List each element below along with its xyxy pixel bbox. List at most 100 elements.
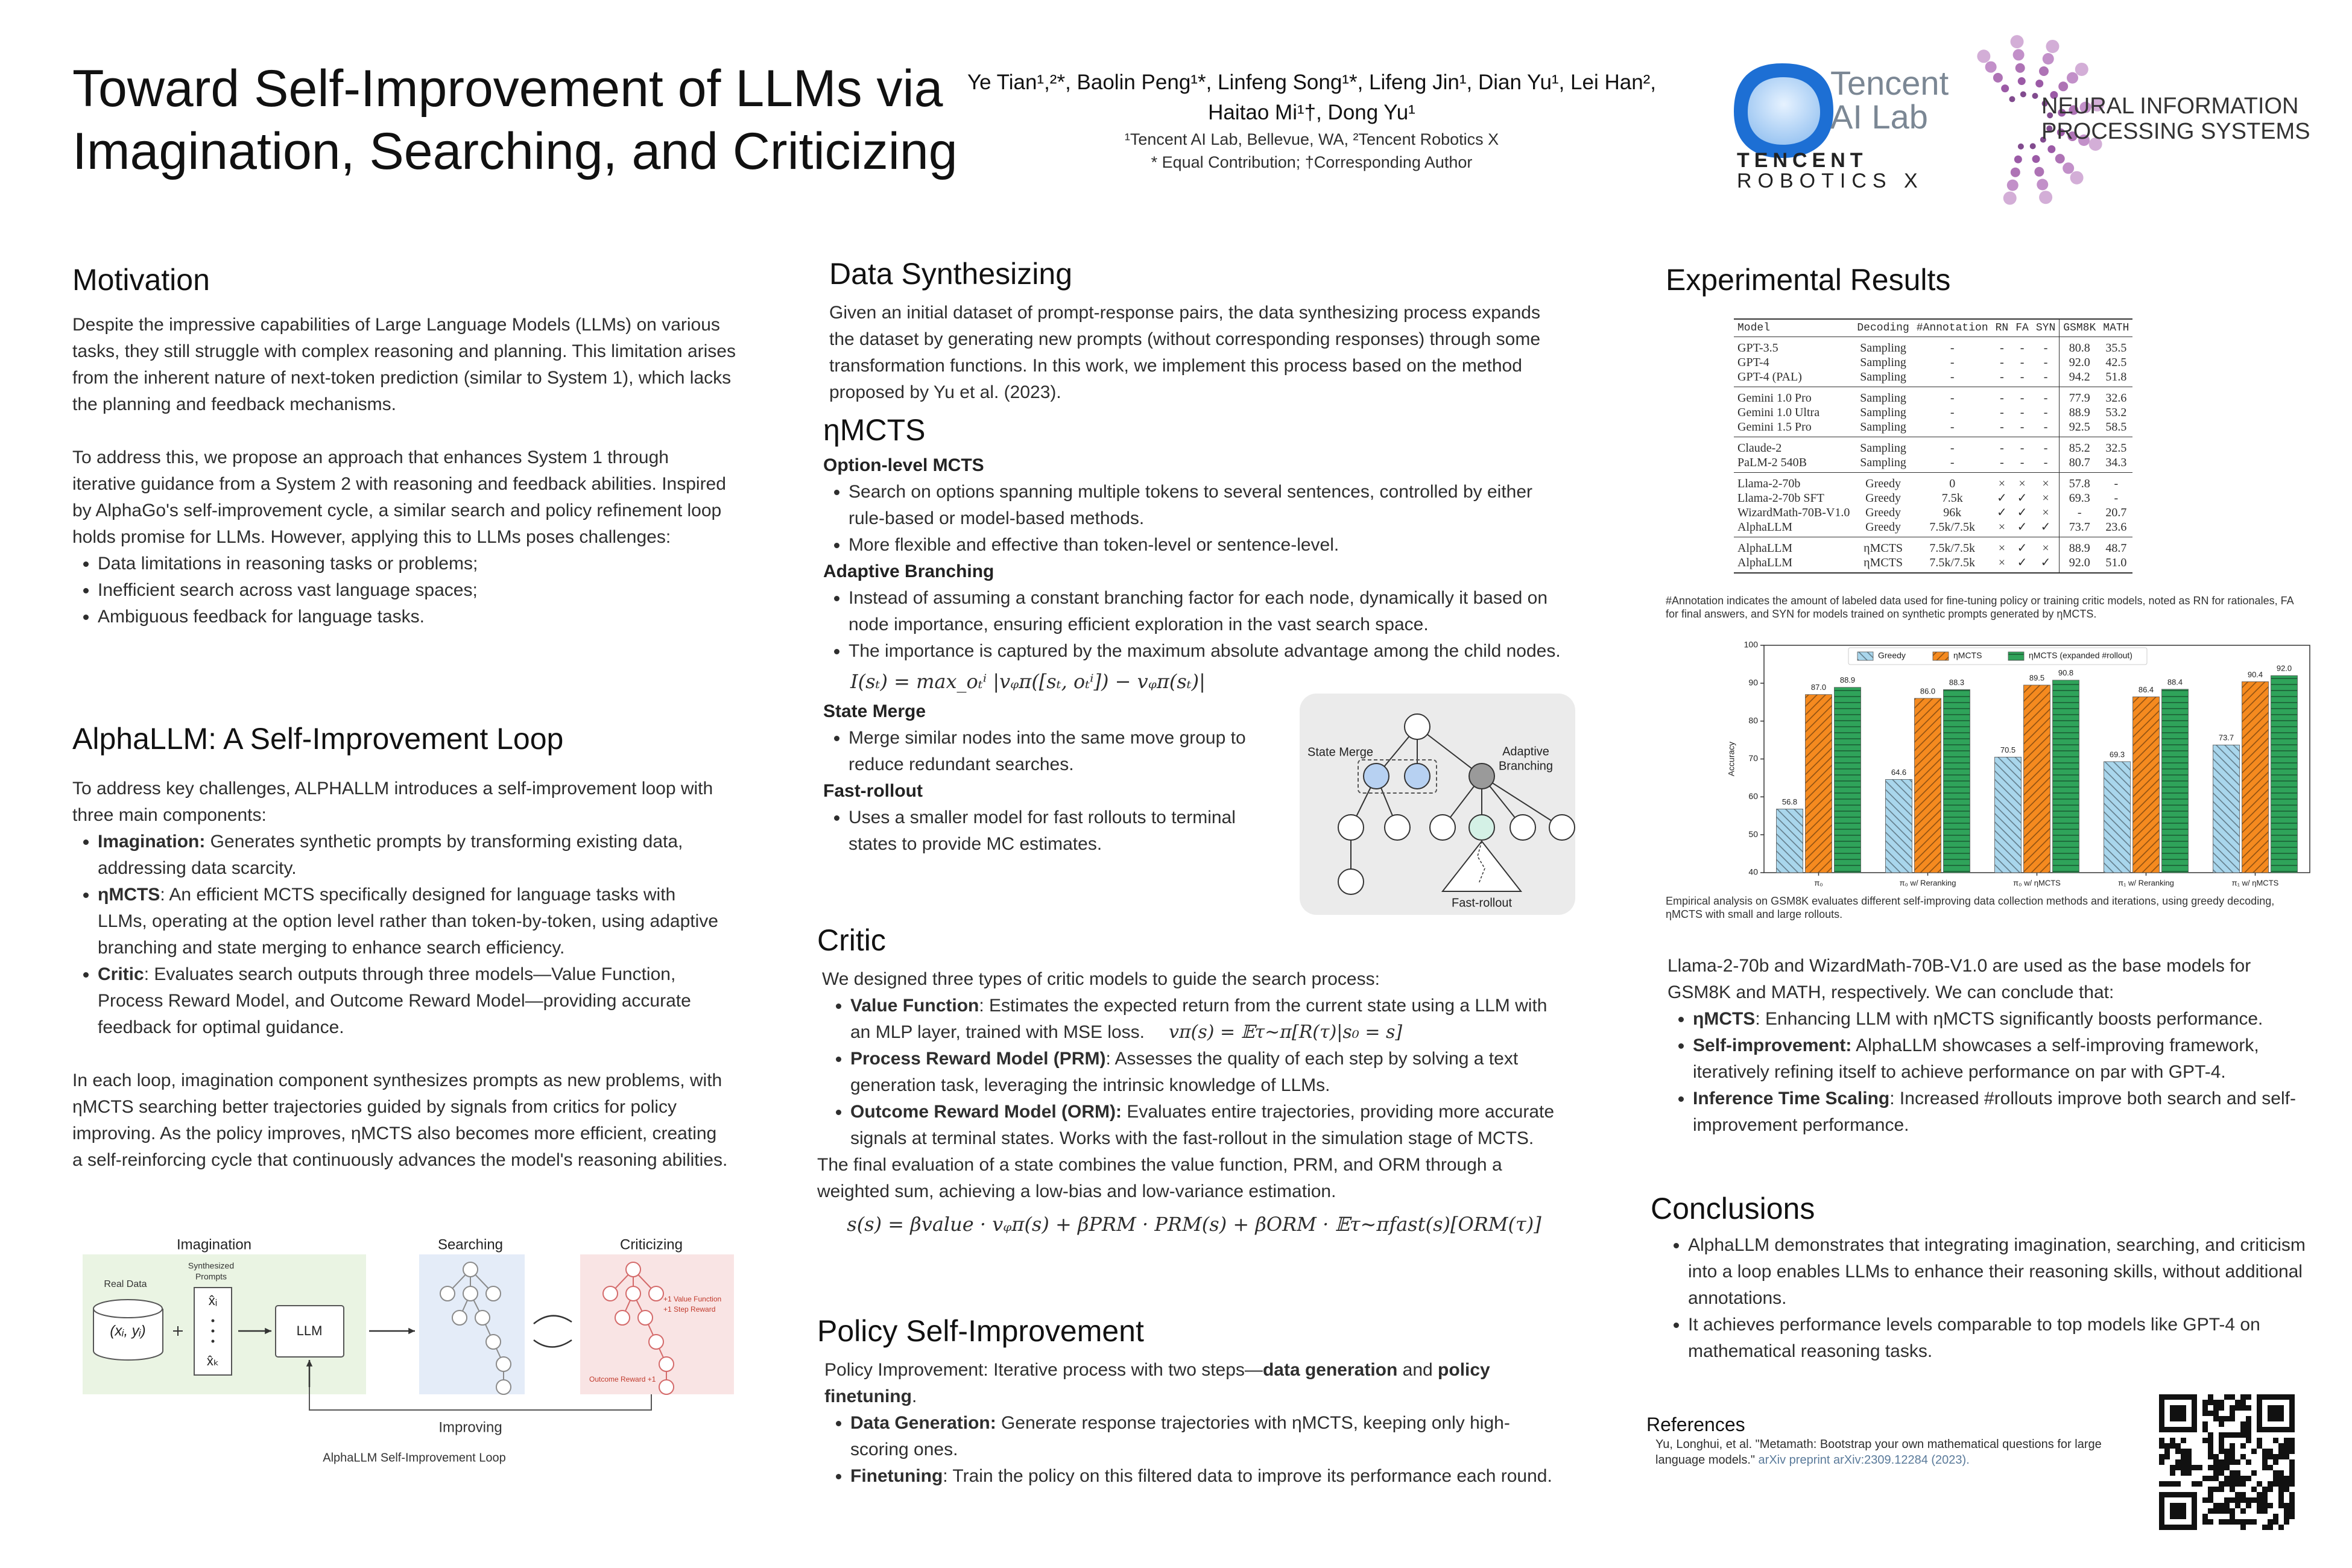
logo-dot (2029, 143, 2036, 150)
qr-cell (2224, 1432, 2230, 1438)
qr-cell (2202, 1405, 2208, 1411)
reference-text: Yu, Longhui, et al. "Metamath: Bootstrap… (1655, 1438, 2102, 1467)
qr-cell (2224, 1454, 2230, 1459)
label: Adaptive (1502, 745, 1549, 758)
value-label: 64.6 (1891, 768, 1906, 777)
table-cell: Llama-2-70b SFT (1737, 492, 1824, 505)
table-cell: 58.5 (2105, 420, 2127, 434)
qr-cell (2208, 1432, 2213, 1438)
table-cell: - (1950, 406, 1955, 419)
label: x̂ᵢ (209, 1293, 217, 1308)
table-cell: - (2020, 356, 2025, 369)
logo-dot (2046, 125, 2053, 132)
tree-node (615, 1310, 630, 1326)
qr-cell (2219, 1449, 2224, 1454)
bullet-list: Search on options spanning multiple toke… (823, 479, 1571, 558)
qr-cell (2175, 1459, 2181, 1465)
bullet: Instead of assuming a constant branching… (849, 585, 1571, 638)
qr-cell (2273, 1454, 2278, 1459)
qr-finder (2170, 1503, 2186, 1519)
qr-cell (2235, 1400, 2240, 1405)
qr-cell (2251, 1470, 2257, 1476)
qr-cell (2257, 1503, 2262, 1508)
qr-cell (2278, 1503, 2284, 1508)
subheading: Option-level MCTS (823, 455, 984, 475)
bullet: Critic: Evaluates search outputs through… (98, 961, 730, 1041)
table-cell: × (2042, 506, 2049, 519)
bullet-term: Value Function (850, 996, 979, 1016)
tree-node (1363, 763, 1389, 789)
logo-dot (1985, 61, 1997, 73)
qr-finder (2268, 1405, 2284, 1421)
qr-cell (2262, 1454, 2268, 1459)
qr-cell (2289, 1481, 2295, 1487)
qr-cell (2235, 1470, 2240, 1476)
qr-cell (2289, 1459, 2295, 1465)
table-cell: Greedy (1865, 506, 1902, 519)
value-label: 73.7 (2219, 733, 2234, 742)
table-cell: AlphaLLM (1737, 520, 1793, 534)
table-cell: Claude-2 (1734, 437, 1854, 455)
legend-swatch (1857, 651, 1874, 661)
qr-cell (2268, 1525, 2273, 1530)
table-cell: ✓ (1997, 492, 2007, 505)
qr-cell (2159, 1481, 2164, 1487)
qr-cell (2208, 1449, 2213, 1454)
qr-cell (2224, 1503, 2230, 1508)
table-cell: Greedy (1865, 492, 1902, 505)
qr-cell (2202, 1519, 2208, 1525)
bar (2242, 681, 2269, 873)
table-caption: #Annotation indicates the amount of labe… (1666, 595, 2294, 620)
qr-cell (2240, 1454, 2246, 1459)
table-row: Gemini 1.0 Ultra Sampling - - - -88.9 53.2 (1734, 405, 2132, 420)
bullet-text: : Train the policy on this filtered data… (943, 1466, 1552, 1486)
qr-cell (2246, 1497, 2251, 1503)
bullet: Data limitations in reasoning tasks or p… (98, 551, 736, 577)
column-header: MATH (2099, 318, 2133, 337)
bullet-term: Outcome Reward Model (ORM): (850, 1102, 1122, 1122)
logo-text: PROCESSING SYSTEMS (2041, 119, 2310, 144)
qr-cell (2224, 1416, 2230, 1421)
column-header: SYN (2032, 318, 2060, 337)
qr-cell (2186, 1459, 2192, 1465)
column-header: Model (1734, 318, 1854, 337)
table-cell: Gemini 1.0 Ultra (1737, 406, 1820, 419)
table-cell: - (2012, 437, 2032, 455)
qr-cell (2278, 1481, 2284, 1487)
bullet: Value Function: Estimates the expected r… (850, 993, 1571, 1046)
qr-cell (2235, 1432, 2240, 1438)
qr-cell (2230, 1476, 2235, 1481)
logo-dot (2046, 39, 2060, 53)
y-tick-label: 40 (1748, 867, 1758, 877)
qr-cell (2213, 1503, 2219, 1508)
bullet: Uses a smaller model for fast rollouts t… (849, 805, 1282, 858)
label: Real Data (104, 1279, 147, 1289)
qr-cell (2230, 1449, 2235, 1454)
table-cell: Sampling (1860, 370, 1906, 384)
qr-cell (2230, 1519, 2235, 1525)
dot (211, 1329, 215, 1333)
conclusions: Conclusions AlphaLLM demonstrates that i… (1651, 1191, 2308, 1365)
authors: Haitao Mi¹†, Dong Yu¹ (1208, 101, 1415, 124)
qr-cell (2284, 1449, 2289, 1454)
arrow-head (265, 1327, 271, 1335)
bullet-text: : Increased #rollouts improve both searc… (1693, 1089, 2296, 1135)
qr-cell (2278, 1454, 2284, 1459)
logo-dot (2058, 109, 2066, 117)
y-tick-label: 100 (1744, 640, 1759, 650)
table-cell: ✓ (2040, 520, 2051, 534)
x-tick-label: π₀ w/ ηMCTS (2013, 878, 2061, 887)
qr-cell (2284, 1454, 2289, 1459)
table-cell: 7.5k (1941, 492, 1963, 505)
bullet: Search on options spanning multiple toke… (849, 479, 1571, 532)
logo-dot (2047, 145, 2056, 153)
heading: Policy Self-Improvement (817, 1314, 1144, 1348)
qr-cell (2289, 1503, 2295, 1508)
table-cell: × (1991, 537, 2012, 555)
rollout-path (1477, 841, 1485, 884)
qr-cell (2219, 1470, 2224, 1476)
results-table-block: Model Decoding #Annotation RN FA SYN GSM8K MATH… (1734, 318, 2133, 574)
tree-node (1384, 814, 1411, 841)
logo-dot (2042, 52, 2054, 65)
table-cell: 51.8 (2105, 370, 2127, 384)
